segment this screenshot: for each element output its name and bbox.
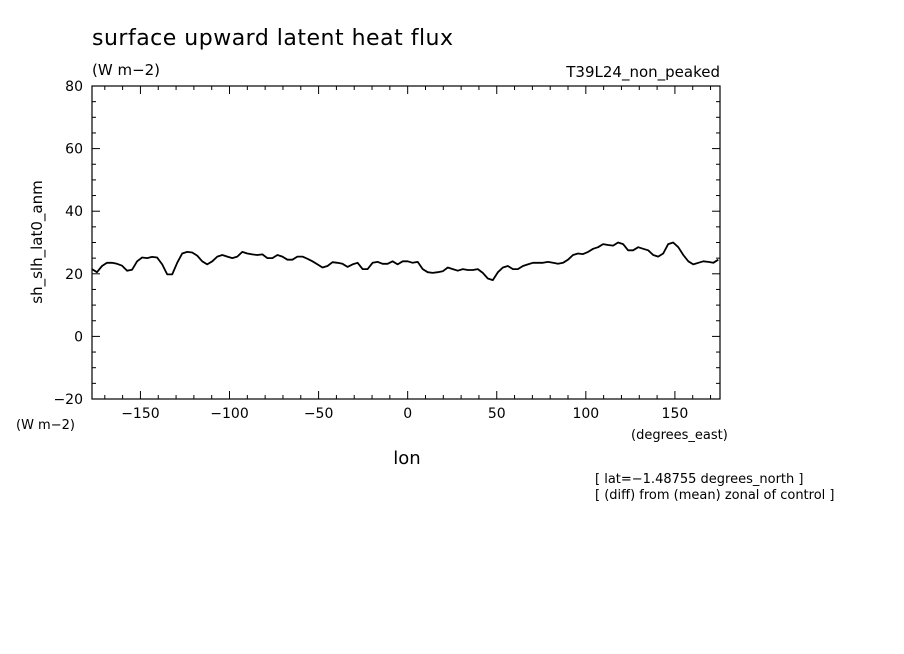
x-tick-label: −50 — [304, 406, 334, 422]
y-tick-labels: −20 0 20 40 60 80 — [53, 79, 83, 408]
y-tick-label: 40 — [65, 204, 83, 220]
note-latitude: [ lat=−1.48755 degrees_north ] — [595, 472, 803, 487]
y-tick-label: 20 — [65, 267, 83, 283]
y-tick-label: 80 — [65, 79, 83, 95]
x-tick-label: 100 — [572, 406, 599, 422]
y-tick-label: 0 — [74, 329, 83, 345]
y-axis-units: (W m−2) — [16, 418, 75, 433]
series-line — [91, 241, 719, 281]
x-tick-label: −100 — [210, 406, 248, 422]
y-tick-label: 60 — [65, 142, 83, 158]
run-label: T39L24_non_peaked — [565, 63, 720, 82]
chart-title: surface upward latent heat flux — [92, 26, 454, 51]
x-tick-label: 50 — [488, 406, 506, 422]
note-diff: [ (diff) from (mean) zonal of control ] — [595, 488, 834, 503]
y-axis-label: sh_slh_lat0_anm — [28, 180, 47, 303]
x-tick-label: 150 — [662, 406, 689, 422]
x-tick-labels: −150 −100 −50 0 50 100 150 — [121, 406, 688, 422]
tick-marks — [92, 85, 720, 400]
x-tick-label: 0 — [403, 406, 412, 422]
plot-frame — [91, 85, 721, 400]
x-axis-label: lon — [393, 448, 420, 469]
x-tick-label: −150 — [121, 406, 159, 422]
x-axis-units: (degrees_east) — [631, 428, 728, 443]
y-tick-label: −20 — [53, 392, 83, 408]
title-units: (W m−2) — [92, 61, 160, 79]
